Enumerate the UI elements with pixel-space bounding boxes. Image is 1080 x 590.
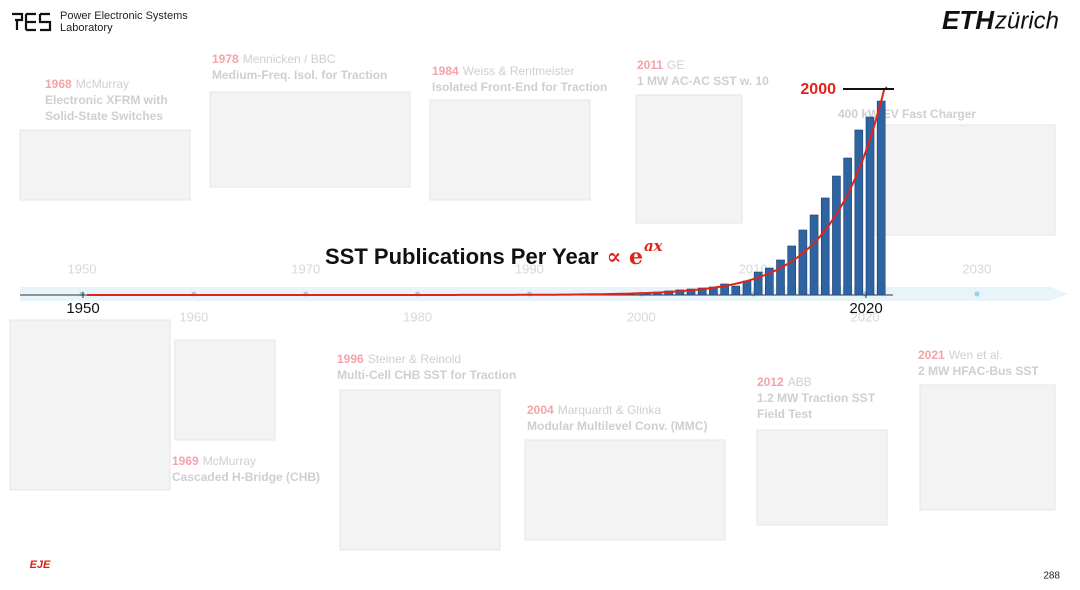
- event-year: 1978: [212, 52, 239, 66]
- reference-label: 2000: [800, 81, 836, 98]
- bar: [720, 283, 729, 296]
- bar: [787, 245, 797, 296]
- event-author: Weiss & Rentmeister: [463, 64, 575, 78]
- event-caption: 2 MW HFAC-Bus SST: [918, 364, 1039, 378]
- event-caption: Medium-Freq. Isol. for Traction: [212, 68, 387, 82]
- event-heading: 1968 McMurray: [45, 77, 129, 91]
- event-year: 1968: [45, 77, 72, 91]
- event-year: 2012: [757, 375, 784, 389]
- bar: [765, 267, 774, 296]
- eth-logo: zürich: [994, 7, 1059, 34]
- event-caption: 1.2 MW Traction SST: [757, 391, 876, 405]
- timeline-dot: [79, 291, 85, 297]
- event-author: Marquardt & Glinka: [558, 403, 662, 417]
- timeline-dot: [974, 291, 980, 297]
- event-heading: 2012 ABB: [757, 375, 812, 389]
- event-caption: Modular Multilevel Conv. (MMC): [527, 419, 707, 433]
- x-tick-label: 2020: [849, 300, 882, 317]
- bar: [865, 116, 875, 296]
- fit-curve: [87, 86, 888, 296]
- event-heading: 2004 Marquardt & Glinka: [527, 403, 661, 417]
- bar: [731, 285, 741, 296]
- timeline-year: 1990: [515, 261, 544, 276]
- timeline-year: 1950: [68, 261, 97, 276]
- lab-name: Power Electronic Systems: [60, 10, 188, 22]
- eth-logo: ETH: [942, 5, 995, 35]
- bar: [820, 197, 830, 296]
- event-caption: Isolated Front-End for Traction: [432, 80, 607, 94]
- event-year: 1996: [337, 352, 364, 366]
- image-placeholders: [9, 91, 1056, 551]
- event-heading: 1996 Steiner & Reinold: [337, 352, 461, 366]
- timeline-year: 2020: [851, 309, 880, 324]
- timeline-year: 2000: [627, 309, 656, 324]
- bar: [753, 271, 763, 296]
- event-heading: 1984 Weiss & Rentmeister: [432, 64, 575, 78]
- bar: [798, 229, 808, 296]
- page-number: 288: [1043, 571, 1060, 582]
- event-author: Steiner & Reinold: [368, 352, 461, 366]
- event-author: Mennicken / BBC: [243, 52, 336, 66]
- timeline-year: 1960: [179, 309, 208, 324]
- event-caption: 1 MW AC-AC SST w. 10: [637, 74, 769, 88]
- pes-logo: [12, 12, 52, 32]
- bar: [876, 100, 886, 296]
- chart-title: SST Publications Per Year: [325, 244, 599, 269]
- timeline-year: 1970: [291, 261, 320, 276]
- timeline-year: 2010: [739, 261, 768, 276]
- footer-logo: EJE: [30, 559, 51, 571]
- event-author: McMurray: [76, 77, 129, 91]
- event-caption: Solid-State Switches: [45, 109, 163, 123]
- event-caption: Multi-Cell CHB SST for Traction: [337, 368, 516, 382]
- event-caption: Cascaded H-Bridge (CHB): [172, 470, 320, 484]
- x-tick-label: 1950: [66, 300, 99, 317]
- event-heading: 2011 GE: [637, 58, 684, 72]
- event-heading: 2021 Wen et al.: [918, 348, 1003, 362]
- event-heading: 1978 Mennicken / BBC: [212, 52, 336, 66]
- timeline-year: 2030: [962, 261, 991, 276]
- lab-name: Laboratory: [60, 22, 113, 34]
- event-caption: Electronic XFRM with: [45, 93, 168, 107]
- event-year: 2004: [527, 403, 554, 417]
- bar: [742, 280, 752, 296]
- bar: [776, 259, 785, 296]
- bar: [854, 129, 864, 296]
- timeline-year: 1980: [403, 309, 432, 324]
- event-year: 1984: [432, 64, 459, 78]
- event-year: 2021: [918, 348, 945, 362]
- event-year: 1969: [172, 454, 199, 468]
- event-author: GE: [667, 58, 684, 72]
- event-author: ABB: [788, 375, 812, 389]
- event-heading: 1969 McMurray: [172, 454, 256, 468]
- event-author: McMurray: [203, 454, 256, 468]
- bar: [686, 288, 696, 296]
- title-exponent: ax: [644, 237, 664, 255]
- bar: [697, 287, 707, 296]
- event-caption: Field Test: [757, 407, 812, 421]
- bar: [832, 175, 841, 296]
- event-author: Wen et al.: [949, 348, 1003, 362]
- title-formula: ∝ e: [607, 244, 643, 270]
- event-caption: 400 kW EV Fast Charger: [838, 107, 976, 121]
- bar: [809, 214, 819, 296]
- event-year: 2011: [637, 58, 663, 72]
- bar: [843, 157, 852, 296]
